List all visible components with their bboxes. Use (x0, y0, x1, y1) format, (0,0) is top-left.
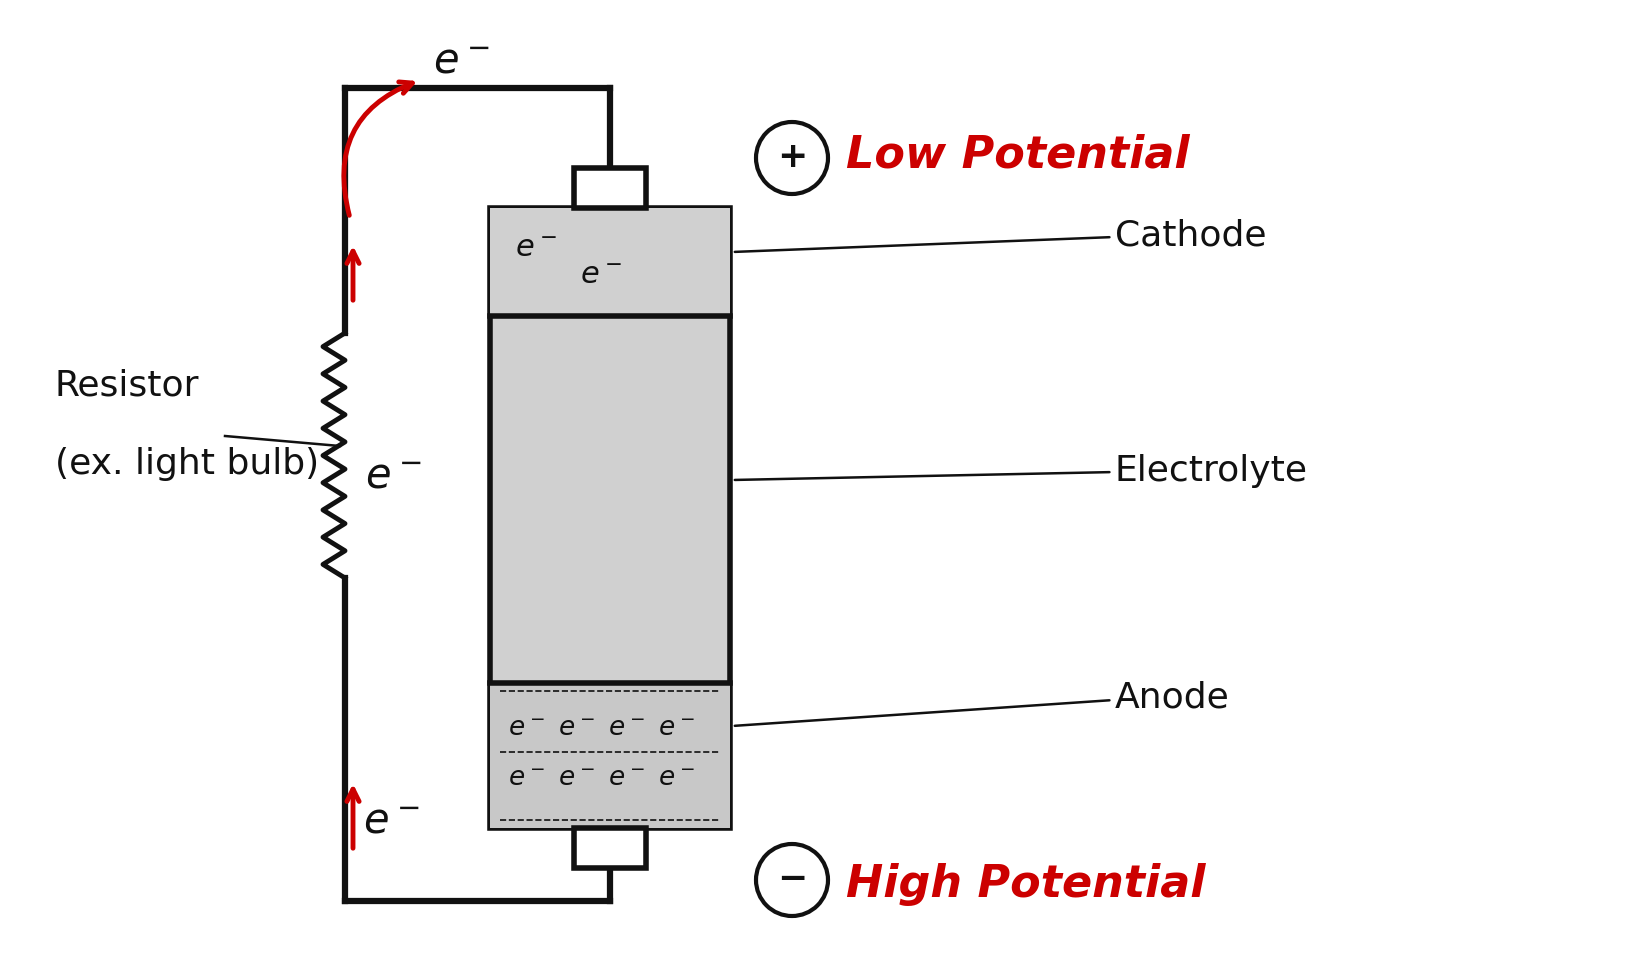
Text: $e^-$: $e^-$ (658, 716, 694, 741)
Text: $e^-$: $e^-$ (365, 456, 421, 497)
Text: $e^-$: $e^-$ (364, 801, 419, 842)
Bar (490, 209, 730, 316)
Text: $e^-$: $e^-$ (658, 765, 694, 791)
Bar (490, 683, 730, 828)
Bar (574, 828, 646, 868)
Text: Low Potential: Low Potential (846, 133, 1189, 176)
Text: Electrolyte: Electrolyte (735, 454, 1308, 488)
Text: $e^-$: $e^-$ (581, 260, 622, 289)
Text: Resistor: Resistor (54, 368, 199, 401)
Text: $e^-$: $e^-$ (515, 233, 558, 262)
Bar (574, 169, 646, 209)
Text: Anode: Anode (735, 679, 1230, 726)
Text: $e^-$: $e^-$ (558, 716, 594, 741)
Text: $e^-$: $e^-$ (558, 765, 594, 791)
Text: $e^-$: $e^-$ (508, 716, 544, 741)
Text: +: + (776, 140, 808, 173)
Text: High Potential: High Potential (846, 862, 1206, 905)
Text: $e^-$: $e^-$ (609, 765, 645, 791)
Bar (490, 209, 730, 828)
Text: $e^-$: $e^-$ (609, 716, 645, 741)
Text: −: − (776, 862, 808, 895)
Text: (ex. light bulb): (ex. light bulb) (54, 447, 319, 480)
Text: $e^-$: $e^-$ (508, 765, 544, 791)
Text: Cathode: Cathode (735, 218, 1267, 253)
Text: $e^-$: $e^-$ (433, 40, 490, 82)
